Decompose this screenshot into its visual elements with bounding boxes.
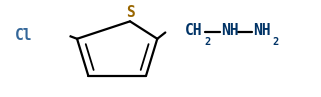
Text: NH: NH: [221, 23, 239, 38]
Text: S: S: [126, 5, 134, 20]
Text: Cl: Cl: [14, 28, 32, 43]
Text: 2: 2: [204, 37, 211, 47]
Text: CH: CH: [185, 23, 202, 38]
Text: 2: 2: [273, 37, 279, 47]
Text: NH: NH: [253, 23, 271, 38]
